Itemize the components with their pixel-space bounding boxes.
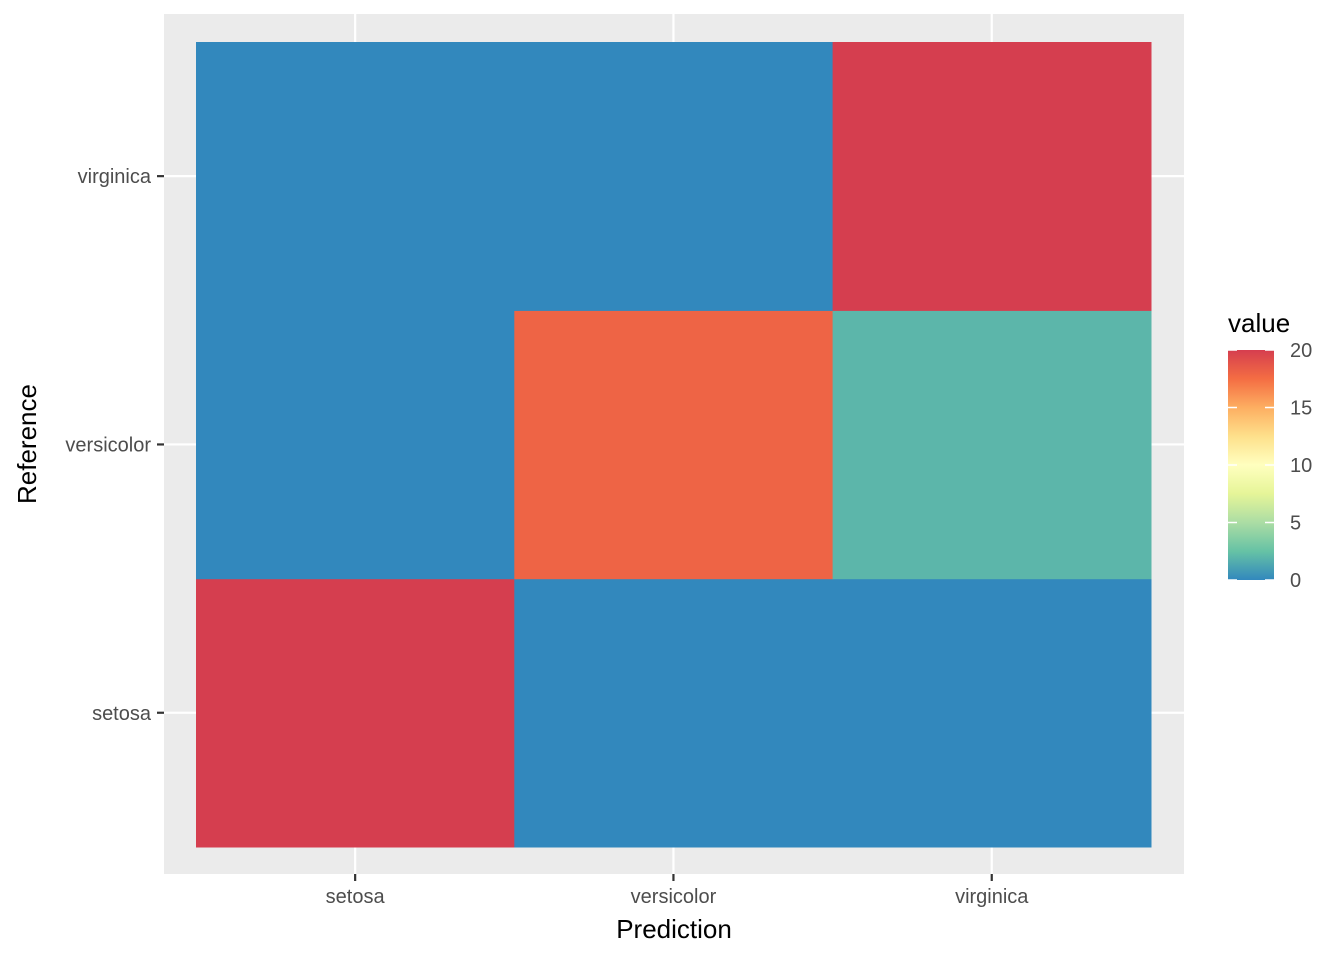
y-tick-label: setosa: [92, 703, 152, 725]
legend-label: 0: [1290, 570, 1301, 592]
heatmap-cell: [832, 42, 1152, 311]
heatmap-cell: [514, 578, 834, 848]
legend-title: value: [1228, 308, 1290, 338]
legend-label: 15: [1290, 398, 1312, 420]
heatmap-cell: [514, 42, 834, 311]
heatmap-cell: [832, 310, 1152, 580]
y-tick-label: virginica: [78, 166, 152, 188]
y-axis: setosa versicolor virginica: [65, 166, 164, 725]
heatmap-cell: [196, 310, 515, 580]
heatmap-cell: [832, 578, 1152, 848]
legend-label: 20: [1290, 340, 1312, 362]
legend-label: 5: [1290, 513, 1301, 535]
x-axis-title: Prediction: [616, 914, 732, 944]
heatmap-cell: [196, 42, 515, 311]
x-tick-label: setosa: [326, 886, 386, 908]
y-axis-title: Reference: [12, 384, 42, 504]
x-tick-label: versicolor: [631, 886, 717, 908]
legend-label: 10: [1290, 455, 1312, 477]
x-tick-label: virginica: [955, 886, 1029, 908]
heatmap-cells: [196, 42, 1152, 848]
heatmap-cell: [514, 310, 834, 580]
heatmap-cell: [196, 578, 515, 848]
y-tick-label: versicolor: [65, 434, 151, 456]
x-axis: setosa versicolor virginica: [326, 874, 1029, 908]
color-legend: value 0 5 10 15 20: [1228, 308, 1312, 592]
